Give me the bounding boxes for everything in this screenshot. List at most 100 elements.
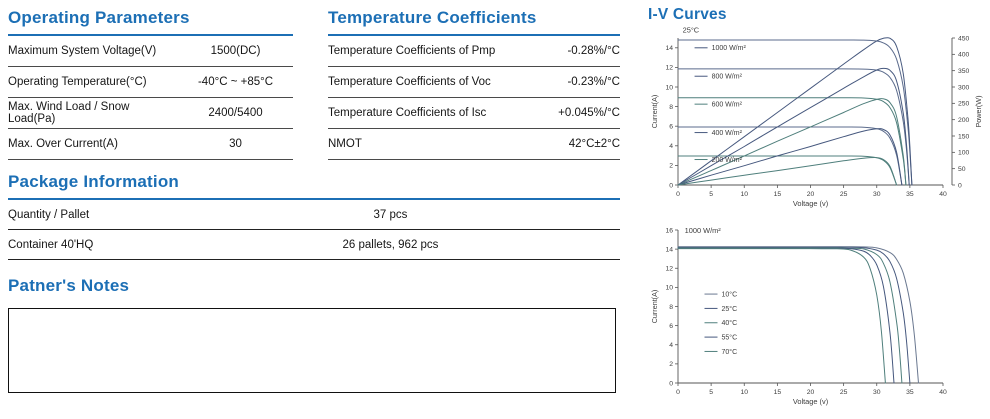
svg-text:14: 14 bbox=[665, 45, 673, 52]
svg-text:70°C: 70°C bbox=[722, 348, 738, 356]
svg-text:35: 35 bbox=[906, 389, 914, 396]
svg-text:1000 W/m²: 1000 W/m² bbox=[685, 226, 722, 235]
svg-text:10: 10 bbox=[740, 191, 748, 198]
svg-text:15: 15 bbox=[774, 191, 782, 198]
row-value: 42°C±2°C bbox=[568, 138, 620, 150]
svg-text:6: 6 bbox=[669, 124, 673, 131]
table-row: Temperature Coefficients of Pmp -0.28%/°… bbox=[328, 36, 620, 67]
svg-text:4: 4 bbox=[669, 143, 673, 150]
svg-text:20: 20 bbox=[807, 389, 815, 396]
iv-pv-chart-25c: 0 5 10 15 20 25 30 35 40024681012140501001502002… bbox=[650, 26, 983, 208]
svg-text:1000 W/m²: 1000 W/m² bbox=[712, 45, 747, 52]
svg-text:2: 2 bbox=[669, 163, 673, 170]
section-rule bbox=[328, 34, 620, 36]
row-value: 26 pallets, 962 pcs bbox=[342, 238, 439, 251]
svg-text:300: 300 bbox=[958, 84, 970, 91]
svg-text:30: 30 bbox=[873, 389, 881, 396]
svg-text:25°C: 25°C bbox=[722, 305, 738, 313]
svg-text:40: 40 bbox=[939, 191, 947, 198]
row-label: Temperature Coefficients of Isc bbox=[328, 107, 487, 119]
iv-curves-panel: I-V Curves bbox=[648, 6, 727, 24]
row-label: NMOT bbox=[328, 138, 362, 150]
svg-text:250: 250 bbox=[958, 101, 970, 108]
partners-notes-box bbox=[8, 308, 616, 393]
table-row: Max. Over Current(A) 30 bbox=[8, 129, 293, 160]
svg-text:14: 14 bbox=[665, 246, 673, 253]
row-label: Maximum System Voltage(V) bbox=[8, 45, 157, 57]
operating-parameters-panel: Operating Parameters Maximum System Volt… bbox=[8, 8, 293, 160]
row-value: -0.23%/°C bbox=[567, 76, 620, 88]
row-label: Quantity / Pallet bbox=[8, 208, 90, 221]
svg-text:8: 8 bbox=[669, 304, 673, 311]
operating-parameters-title: Operating Parameters bbox=[8, 8, 190, 27]
svg-text:55°C: 55°C bbox=[722, 334, 738, 342]
svg-text:50: 50 bbox=[958, 166, 966, 173]
row-label: Temperature Coefficients of Voc bbox=[328, 76, 491, 88]
row-label: Max. Over Current(A) bbox=[8, 138, 118, 150]
svg-text:15: 15 bbox=[774, 389, 782, 396]
table-row: Temperature Coefficients of Isc +0.045%/… bbox=[328, 98, 620, 129]
table-row: Operating Temperature(°C) -40°C ~ +85°C bbox=[8, 67, 293, 98]
row-value: 1500(DC) bbox=[210, 45, 261, 57]
row-label: Temperature Coefficients of Pmp bbox=[328, 45, 496, 57]
package-information-title: Package Information bbox=[8, 172, 180, 191]
package-information-panel: Package Information Quantity / Pallet 37… bbox=[8, 172, 620, 260]
svg-text:12: 12 bbox=[665, 266, 673, 273]
row-value: +0.045%/°C bbox=[558, 107, 620, 119]
svg-text:100: 100 bbox=[958, 150, 970, 157]
svg-text:600 W/m²: 600 W/m² bbox=[712, 102, 743, 109]
row-label: Max. Wind Load / Snow Load(Pa) bbox=[8, 101, 130, 125]
svg-text:450: 450 bbox=[958, 35, 970, 42]
svg-text:4: 4 bbox=[669, 342, 673, 349]
svg-text:35: 35 bbox=[906, 191, 914, 198]
svg-text:40°C: 40°C bbox=[722, 319, 738, 327]
svg-text:2: 2 bbox=[669, 361, 673, 368]
row-value: -40°C ~ +85°C bbox=[197, 76, 274, 88]
iv-temperature-chart-1000wm2: 0 5 10 15 20 25 30 35 40 0 2 4 6 8 10 12 14 16 Voltage (v)… bbox=[650, 226, 947, 406]
section-rule bbox=[8, 34, 293, 36]
row-value: 37 pcs bbox=[373, 208, 408, 221]
svg-text:16: 16 bbox=[665, 227, 673, 234]
svg-text:200 W/m²: 200 W/m² bbox=[712, 157, 743, 164]
row-label: Container 40'HQ bbox=[8, 238, 94, 251]
table-row: Temperature Coefficients of Voc -0.23%/°… bbox=[328, 67, 620, 98]
svg-text:Current(A): Current(A) bbox=[650, 290, 659, 324]
svg-text:8: 8 bbox=[669, 104, 673, 111]
temperature-coefficients-title: Temperature Coefficients bbox=[328, 8, 537, 27]
row-label: Operating Temperature(°C) bbox=[8, 76, 147, 88]
svg-text:12: 12 bbox=[665, 65, 673, 72]
svg-text:0: 0 bbox=[676, 389, 680, 396]
partners-notes-panel: Patner's Notes bbox=[8, 276, 617, 296]
svg-text:400: 400 bbox=[958, 52, 970, 59]
row-value: 30 bbox=[229, 138, 242, 150]
table-row: Quantity / Pallet 37 pcs bbox=[8, 200, 620, 230]
svg-text:5: 5 bbox=[709, 191, 713, 198]
svg-text:0: 0 bbox=[669, 182, 673, 189]
svg-text:0: 0 bbox=[669, 380, 673, 387]
svg-text:Voltage (v): Voltage (v) bbox=[793, 397, 828, 406]
row-value: 2400/5400 bbox=[208, 107, 263, 119]
svg-text:Power(W): Power(W) bbox=[974, 96, 983, 128]
table-row: NMOT 42°C±2°C bbox=[328, 129, 620, 160]
svg-text:800 W/m²: 800 W/m² bbox=[712, 74, 743, 81]
table-row: Maximum System Voltage(V) 1500(DC) bbox=[8, 36, 293, 67]
svg-text:20: 20 bbox=[807, 191, 815, 198]
iv-curves-title: I-V Curves bbox=[648, 6, 727, 23]
row-value: -0.28%/°C bbox=[567, 45, 620, 57]
svg-text:150: 150 bbox=[958, 133, 970, 140]
svg-text:25: 25 bbox=[840, 191, 848, 198]
temperature-coefficients-panel: Temperature Coefficients Temperature Coe… bbox=[328, 8, 620, 160]
svg-text:40: 40 bbox=[939, 389, 947, 396]
svg-text:10: 10 bbox=[665, 84, 673, 91]
svg-text:400 W/m²: 400 W/m² bbox=[712, 130, 743, 137]
svg-text:10: 10 bbox=[740, 389, 748, 396]
table-row: Max. Wind Load / Snow Load(Pa) 2400/5400 bbox=[8, 98, 293, 129]
partners-notes-title: Patner's Notes bbox=[8, 276, 130, 295]
svg-text:350: 350 bbox=[958, 68, 970, 75]
svg-text:25: 25 bbox=[840, 389, 848, 396]
svg-text:6: 6 bbox=[669, 323, 673, 330]
section-rule bbox=[8, 198, 620, 200]
svg-text:Voltage (v): Voltage (v) bbox=[793, 199, 828, 208]
svg-text:5: 5 bbox=[709, 389, 713, 396]
